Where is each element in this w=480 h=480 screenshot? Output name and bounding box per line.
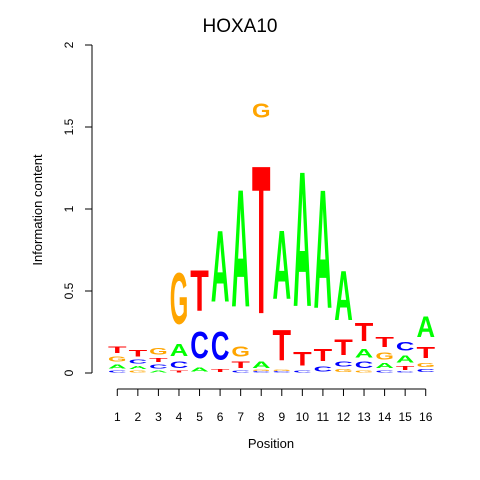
- letter-a-pos-7: A: [231, 154, 250, 343]
- x-tick-label: 5: [196, 410, 203, 424]
- letter-c-pos-3: C: [149, 363, 168, 370]
- letter-c-pos-13: C: [355, 360, 374, 370]
- letter-a-pos-4: A: [170, 340, 189, 360]
- letter-a-pos-14: A: [375, 362, 394, 370]
- letter-c-pos-14: C: [375, 370, 394, 373]
- letter-t-pos-16: T: [416, 344, 435, 362]
- letter-a-pos-1: A: [108, 363, 127, 370]
- y-tick-label: 1.5: [62, 118, 76, 135]
- x-tick-label: 3: [155, 410, 162, 424]
- letter-c-pos-12: C: [334, 360, 353, 368]
- letter-a-pos-10: A: [293, 132, 312, 348]
- x-tick-label: 12: [337, 410, 351, 424]
- letter-c-pos-6: C: [211, 325, 230, 369]
- letter-t-pos-7: T: [231, 360, 250, 370]
- letter-t-pos-12: T: [334, 335, 353, 360]
- x-tick-label: 10: [296, 410, 310, 424]
- y-tick-label: 2: [62, 41, 76, 48]
- letter-a-pos-3: A: [149, 370, 168, 373]
- letter-c-pos-8: C: [252, 371, 271, 373]
- x-tick-label: 1: [114, 410, 121, 424]
- letter-c-pos-11: C: [314, 365, 333, 373]
- x-tick-label: 13: [357, 410, 371, 424]
- letter-t-pos-4: T: [170, 370, 189, 373]
- letter-g-pos-12: G: [334, 368, 353, 373]
- letter-c-pos-16: C: [416, 368, 435, 373]
- letter-g-pos-14: G: [375, 350, 394, 362]
- y-axis: 0 0.5 1 1.5 2: [62, 41, 93, 376]
- letter-c-pos-2: C: [129, 358, 148, 365]
- letter-t-pos-15: T: [396, 365, 415, 372]
- letter-t-pos-10: T: [293, 349, 312, 370]
- letter-t-pos-13: T: [355, 318, 374, 348]
- x-tick-label: 14: [378, 410, 392, 424]
- letter-t-pos-9: T: [273, 322, 292, 371]
- letter-a-pos-6: A: [211, 208, 230, 323]
- x-tick-label: 2: [135, 410, 142, 424]
- letter-g-pos-3: G: [149, 347, 168, 357]
- letter-t-pos-1: T: [108, 345, 127, 355]
- letter-c-pos-15: C: [396, 371, 415, 373]
- letter-a-pos-15: A: [396, 354, 415, 366]
- chart-title: HOXA10: [203, 16, 278, 37]
- x-tick-label: 4: [176, 410, 183, 424]
- letter-g-pos-4: G: [170, 258, 189, 340]
- letter-a-pos-9: A: [273, 211, 292, 320]
- letter-g-pos-1: G: [108, 355, 127, 363]
- letter-a-pos-5: A: [190, 366, 209, 373]
- y-axis-label: Information content: [30, 154, 45, 266]
- y-tick-label: 0.5: [62, 282, 76, 299]
- letter-a-pos-11: A: [314, 154, 333, 344]
- letter-g-pos-2: G: [129, 370, 148, 373]
- x-tick-label: 16: [419, 410, 433, 424]
- letter-t-pos-5: T: [190, 258, 209, 323]
- x-axis-label: Position: [248, 436, 294, 451]
- x-tick-label: 6: [217, 410, 224, 424]
- y-tick-label: 1: [62, 205, 76, 212]
- letter-g-pos-16: G: [416, 361, 435, 368]
- letter-g-pos-8: G: [252, 370, 271, 372]
- letter-stacks: CAGTGACTACTGTCAGACTTCACTGACGATGCGTACTACT…: [108, 99, 435, 373]
- letter-g-pos-9: G: [273, 370, 292, 372]
- letter-a-pos-16: A: [416, 310, 435, 343]
- letter-a-pos-2: A: [129, 365, 148, 370]
- letter-g-pos-7: G: [231, 344, 250, 360]
- letter-c-pos-15: C: [396, 341, 415, 354]
- x-axis: 1 2 3 4 5 6 7 8 9 10 11 12 13 14 15 16: [114, 388, 433, 424]
- letter-c-pos-5: C: [190, 324, 209, 366]
- letter-t-pos-14: T: [375, 334, 394, 351]
- x-tick-label: 9: [278, 410, 285, 424]
- letter-c-pos-10: C: [293, 370, 312, 373]
- letter-g-pos-13: G: [355, 370, 374, 373]
- letter-c-pos-7: C: [231, 370, 250, 373]
- letter-c-pos-1: C: [108, 370, 127, 373]
- letter-t-pos-11: T: [314, 346, 333, 365]
- letter-c-pos-4: C: [170, 360, 189, 370]
- letter-a-pos-8: A: [252, 360, 271, 370]
- x-tick-label: 7: [237, 410, 244, 424]
- x-tick-label: 8: [258, 410, 265, 424]
- letter-a-pos-12: A: [334, 257, 353, 335]
- letter-t-pos-2: T: [129, 348, 148, 358]
- letter-c-pos-9: C: [273, 371, 292, 373]
- letter-g-pos-8: G: [252, 99, 271, 122]
- x-tick-label: 11: [317, 410, 330, 424]
- letter-a-pos-13: A: [355, 347, 374, 360]
- y-tick-label: 0: [62, 369, 76, 376]
- letter-t-pos-3: T: [149, 357, 168, 364]
- letter-t-pos-6: T: [211, 368, 231, 373]
- x-tick-label: 15: [398, 410, 412, 424]
- letter-t-pos-8: T: [252, 123, 271, 360]
